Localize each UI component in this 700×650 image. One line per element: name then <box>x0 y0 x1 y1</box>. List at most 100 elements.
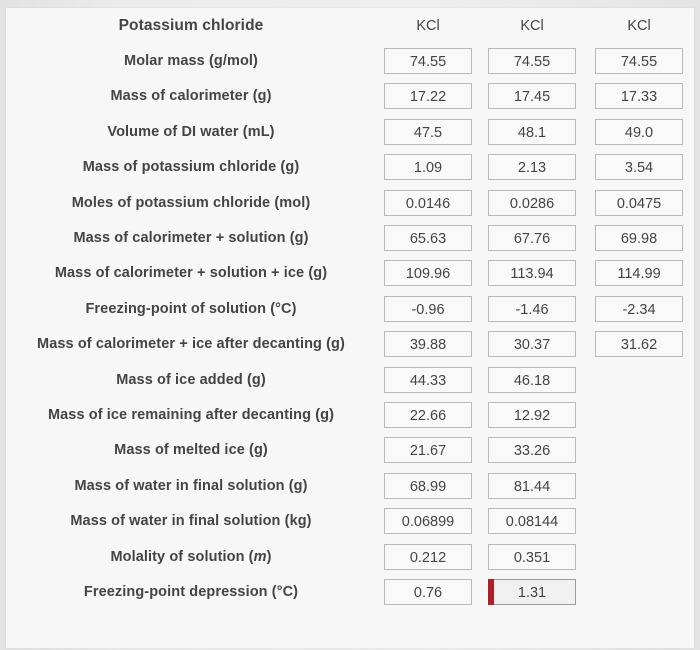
row-molar-mass: Molar mass (g/mol) 74.55 74.55 74.55 <box>6 43 694 78</box>
value-cell: 74.55 <box>376 43 480 78</box>
value-cell-empty <box>584 362 694 397</box>
value-input[interactable]: 49.0 <box>595 118 683 145</box>
value-input[interactable]: 69.98 <box>595 225 683 252</box>
value-input[interactable]: 33.26 <box>488 437 576 464</box>
value-input[interactable]: 0.0475 <box>595 189 683 216</box>
value-cell: 67.76 <box>480 220 584 255</box>
value-input[interactable]: 0.06899 <box>384 508 472 535</box>
column-header-1: KCl <box>416 17 440 34</box>
value-input[interactable]: 0.212 <box>384 543 472 570</box>
value-cell: 1.31 <box>480 574 584 609</box>
value-cell: 0.0286 <box>480 185 584 220</box>
value-cell: 0.76 <box>376 574 480 609</box>
worksheet-page <box>6 8 694 648</box>
value-cell: 0.0475 <box>584 185 694 220</box>
value-input[interactable]: 1.09 <box>384 154 472 181</box>
header-row: Potassium chloride KCl KCl KCl <box>6 8 694 43</box>
value-input[interactable]: 17.45 <box>488 83 576 110</box>
value-input[interactable]: 114.99 <box>595 260 683 287</box>
value-input[interactable]: 22.66 <box>384 401 472 428</box>
value-input[interactable]: 0.76 <box>384 578 472 605</box>
value-input[interactable]: 48.1 <box>488 118 576 145</box>
row-label: Freezing-point depression (°C) <box>83 583 299 600</box>
row-label: Mass of calorimeter (g) <box>110 88 272 105</box>
row-volume-water: Volume of DI water (mL) 47.5 48.1 49.0 <box>6 114 694 149</box>
value-cell: 109.96 <box>376 256 480 291</box>
value-input[interactable]: -1.46 <box>488 295 576 322</box>
value-cell: -0.96 <box>376 291 480 326</box>
row-water-final-kg: Mass of water in final solution (kg) 0.0… <box>6 503 694 538</box>
row-calorimeter-solution-ice: Mass of calorimeter + solution + ice (g)… <box>6 256 694 291</box>
value-cell: 68.99 <box>376 468 480 503</box>
value-input[interactable]: 47.5 <box>384 118 472 145</box>
value-input[interactable]: 65.63 <box>384 225 472 252</box>
value-cell: 69.98 <box>584 220 694 255</box>
value-input[interactable]: 68.99 <box>384 472 472 499</box>
value-cell: 65.63 <box>376 220 480 255</box>
value-input[interactable]: 0.351 <box>488 543 576 570</box>
row-ice-remaining: Mass of ice remaining after decanting (g… <box>6 397 694 432</box>
value-input[interactable]: 74.55 <box>384 48 472 75</box>
value-input[interactable]: 2.13 <box>488 154 576 181</box>
value-input[interactable]: 0.0146 <box>384 189 472 216</box>
value-cell: 44.33 <box>376 362 480 397</box>
column-header-2: KCl <box>520 17 544 34</box>
row-mass-kcl: Mass of potassium chloride (g) 1.09 2.13… <box>6 150 694 185</box>
column-header-3: KCl <box>627 17 651 34</box>
value-input[interactable]: 17.22 <box>384 83 472 110</box>
value-cell: 30.37 <box>480 327 584 362</box>
value-cell: 46.18 <box>480 362 584 397</box>
value-cell: -2.34 <box>584 291 694 326</box>
value-cell: 0.06899 <box>376 503 480 538</box>
value-input[interactable]: 81.44 <box>488 472 576 499</box>
value-input[interactable]: 44.33 <box>384 366 472 393</box>
value-cell: 3.54 <box>584 150 694 185</box>
value-input[interactable]: 31.62 <box>595 331 683 358</box>
value-input[interactable]: 12.92 <box>488 401 576 428</box>
value-cell: 81.44 <box>480 468 584 503</box>
value-input[interactable]: 74.55 <box>595 48 683 75</box>
value-input[interactable]: 74.55 <box>488 48 576 75</box>
value-cell: 74.55 <box>584 43 694 78</box>
value-input[interactable]: 21.67 <box>384 437 472 464</box>
value-input[interactable]: 39.88 <box>384 331 472 358</box>
row-label: Mass of water in final solution (g) <box>74 477 308 494</box>
value-input[interactable]: 67.76 <box>488 225 576 252</box>
row-freezing-depression: Freezing-point depression (°C) 0.76 1.31 <box>6 574 694 609</box>
value-cell: 1.09 <box>376 150 480 185</box>
row-label: Mass of melted ice (g) <box>114 442 268 459</box>
row-label: Mass of ice added (g) <box>116 371 266 388</box>
value-input[interactable]: 0.0286 <box>488 189 576 216</box>
row-label: Volume of DI water (mL) <box>107 123 275 140</box>
value-input[interactable]: 46.18 <box>488 366 576 393</box>
row-water-final-g: Mass of water in final solution (g) 68.9… <box>6 468 694 503</box>
value-input-active[interactable]: 1.31 <box>488 578 576 605</box>
value-cell: 2.13 <box>480 150 584 185</box>
value-cell: 39.88 <box>376 327 480 362</box>
row-calorimeter-solution: Mass of calorimeter + solution (g) 65.63… <box>6 220 694 255</box>
row-freezing-point: Freezing-point of solution (°C) -0.96 -1… <box>6 291 694 326</box>
value-cell: -1.46 <box>480 291 584 326</box>
value-input[interactable]: -0.96 <box>384 295 472 322</box>
row-label: Mass of calorimeter + solution (g) <box>73 230 309 247</box>
row-melted-ice: Mass of melted ice (g) 21.67 33.26 <box>6 433 694 468</box>
value-input[interactable]: 3.54 <box>595 154 683 181</box>
value-cell: 49.0 <box>584 114 694 149</box>
row-label: Molar mass (g/mol) <box>124 53 258 70</box>
row-mass-calorimeter: Mass of calorimeter (g) 17.22 17.45 17.3… <box>6 79 694 114</box>
header-label: Potassium chloride <box>118 16 264 34</box>
value-cell: 113.94 <box>480 256 584 291</box>
value-cell: 17.45 <box>480 79 584 114</box>
value-input[interactable]: 30.37 <box>488 331 576 358</box>
value-cell: 31.62 <box>584 327 694 362</box>
value-input[interactable]: 0.08144 <box>488 508 576 535</box>
value-cell: 48.1 <box>480 114 584 149</box>
value-cell: 0.08144 <box>480 503 584 538</box>
value-input[interactable]: -2.34 <box>595 295 683 322</box>
row-label: Freezing-point of solution (°C) <box>85 300 297 317</box>
value-cell: 0.212 <box>376 539 480 574</box>
value-input[interactable]: 113.94 <box>488 260 576 287</box>
row-label-suffix: ) <box>266 548 272 565</box>
value-input[interactable]: 17.33 <box>595 83 683 110</box>
value-input[interactable]: 109.96 <box>384 260 472 287</box>
